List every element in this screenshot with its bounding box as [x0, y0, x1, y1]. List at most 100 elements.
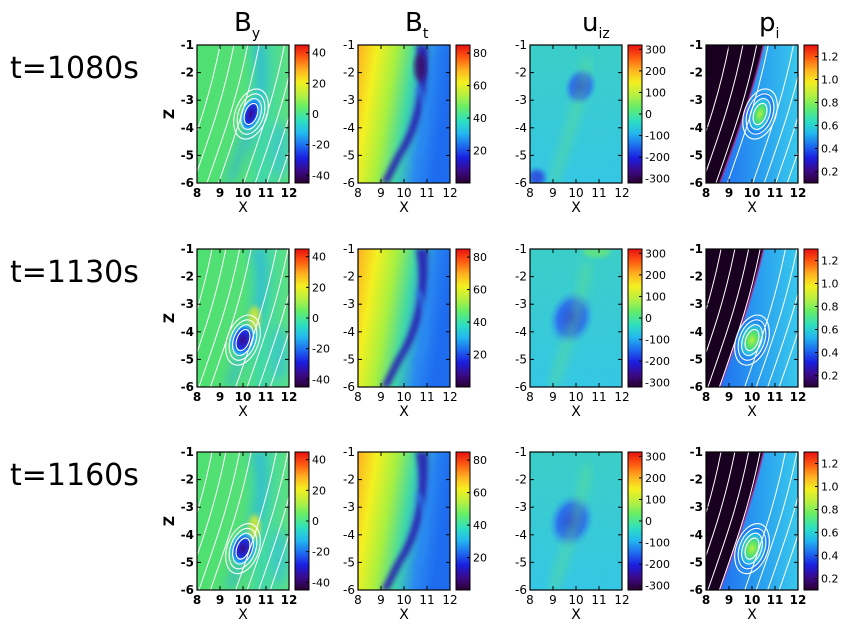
colorbar-tick-label: 40 [473, 519, 487, 532]
panel-axes: 8 9 10 11 12 X -1 -2 -3 -4 -5 -6 [343, 38, 458, 216]
panel-pi-row-3: 8 9 10 11 12 X -1 -2 -3 -4 -5 -6 1.2 1.0 0.8 0.6 0.4 0.2 [690, 445, 839, 623]
z-tick-label: -4 [515, 325, 527, 339]
colorbar-tick-label: 60 [473, 80, 487, 93]
panel-axes: 8 9 10 11 12 X -1 -2 -3 -4 -5 -6 [690, 242, 807, 420]
z-tick-label: -5 [181, 148, 194, 162]
x-axis-label: X [399, 607, 409, 623]
panel-axes: 8 9 10 11 12 X -1 -2 -3 -4 -5 -6 [515, 242, 630, 420]
x-tick-label: 9 [216, 593, 224, 607]
field-map [197, 249, 289, 387]
colorbar-tick-label: 20 [473, 552, 487, 565]
colorbar-tick-label: 200 [645, 65, 666, 78]
x-tick-label: 9 [725, 186, 733, 200]
colorbar-tick-label: 1.2 [821, 51, 839, 64]
z-tick-label: -3 [343, 500, 355, 514]
x-tick-label: 8 [702, 186, 710, 200]
x-tick-label: 8 [193, 390, 201, 404]
panel-by-row-3: 8 9 10 11 12 X -1 -2 -3 -4 -5 -6 Z 40 20 0 -20 -40 [162, 445, 330, 623]
z-tick-label: -1 [690, 38, 703, 52]
x-tick-label: 9 [377, 390, 385, 404]
z-tick-label: -1 [181, 38, 194, 52]
z-tick-label: -5 [343, 148, 355, 162]
colorbar-scale [455, 248, 471, 388]
field-map [358, 452, 450, 590]
column-header-sub: i [776, 26, 780, 42]
z-tick-label: -5 [690, 352, 703, 366]
x-tick-label: 9 [549, 186, 557, 200]
x-tick-label: 10 [744, 390, 761, 404]
column-header-base: B [405, 8, 423, 38]
x-tick-label: 9 [216, 186, 224, 200]
column-header-base: u [582, 8, 598, 38]
colorbar-tick-label: -20 [312, 546, 330, 559]
x-tick-label: 10 [568, 390, 583, 404]
z-tick-label: -5 [343, 555, 355, 569]
z-tick-label: -4 [690, 528, 703, 542]
z-tick-label: -2 [181, 473, 194, 487]
field-map [358, 45, 450, 183]
colorbar-tick-label: -200 [645, 558, 670, 571]
colorbar-tick-label: -40 [312, 576, 330, 589]
colorbar-tick-label: -20 [312, 343, 330, 356]
panel-pi-row-1: 8 9 10 11 12 X -1 -2 -3 -4 -5 -6 1.2 1.0 0.8 0.6 0.4 0.2 [690, 38, 839, 216]
colorbar-tick-label: 40 [312, 251, 326, 264]
row-label: t=1160s [10, 458, 139, 493]
field-map [530, 452, 622, 590]
z-tick-label: -3 [690, 297, 703, 311]
column-header: Bt [405, 8, 429, 42]
x-tick-label: 9 [549, 593, 557, 607]
x-tick-label: 12 [614, 593, 629, 607]
colorbar: 1.2 1.0 0.8 0.6 0.4 0.2 [803, 44, 839, 184]
x-tick-label: 12 [281, 390, 298, 404]
z-tick-label: -1 [343, 445, 355, 459]
colorbar-tick-label: 1.2 [821, 255, 839, 268]
panel-uiz-row-2: 8 9 10 11 12 X -1 -2 -3 -4 -5 -6 300 200 100 0 -100 -200 -… [515, 242, 670, 420]
x-tick-label: 8 [354, 593, 362, 607]
x-tick-label: 12 [442, 593, 457, 607]
column-header: By [234, 8, 260, 42]
field-map [706, 45, 798, 183]
colorbar-tick-label: -200 [645, 355, 670, 368]
z-tick-label: -3 [343, 93, 355, 107]
row-labels: t=1080s t=1130s t=1160s [10, 51, 139, 493]
colorbar-tick-label: 0 [645, 108, 652, 121]
z-axis-label: Z [162, 516, 178, 526]
colorbar-tick-label: 60 [473, 284, 487, 297]
x-tick-label: 12 [790, 390, 807, 404]
z-tick-label: -4 [515, 528, 527, 542]
colorbar-tick-label: 0.2 [821, 370, 839, 383]
z-tick-label: -6 [343, 380, 355, 394]
x-tick-label: 12 [442, 186, 457, 200]
panel-axes: 8 9 10 11 12 X -1 -2 -3 -4 -5 -6 Z [162, 38, 297, 216]
x-tick-label: 8 [526, 593, 534, 607]
z-tick-label: -1 [515, 445, 527, 459]
panel-axes: 8 9 10 11 12 X -1 -2 -3 -4 -5 -6 [343, 445, 458, 623]
x-tick-label: 11 [767, 390, 784, 404]
panel-axes: 8 9 10 11 12 X -1 -2 -3 -4 -5 -6 Z [162, 242, 297, 420]
panel-axes: 8 9 10 11 12 X -1 -2 -3 -4 -5 -6 Z [162, 445, 297, 623]
colorbar-tick-label: 0.4 [821, 347, 839, 360]
colorbar-tick-label: 0.6 [821, 324, 839, 337]
z-tick-label: -5 [181, 555, 194, 569]
x-tick-label: 11 [767, 593, 784, 607]
z-tick-label: -2 [515, 66, 527, 80]
colorbar-tick-label: 40 [312, 47, 326, 60]
colorbar-scale [455, 44, 471, 184]
row-label: t=1130s [10, 255, 139, 290]
x-tick-label: 12 [614, 186, 629, 200]
z-tick-label: -3 [343, 297, 355, 311]
x-axis-label: X [747, 404, 757, 420]
panel-axes: 8 9 10 11 12 X -1 -2 -3 -4 -5 -6 [690, 445, 807, 623]
colorbar: 40 20 0 -20 -40 [294, 44, 330, 184]
colorbar-tick-label: 0 [312, 515, 319, 528]
colorbar: 80 60 40 20 [455, 248, 487, 388]
column-header: pi [759, 8, 779, 42]
colorbar: 40 20 0 -20 -40 [294, 451, 330, 591]
panel-uiz-row-1: 8 9 10 11 12 X -1 -2 -3 -4 -5 -6 300 200 100 0 -100 -200 -… [515, 38, 670, 216]
x-tick-label: 12 [442, 390, 457, 404]
field-map [706, 249, 798, 387]
z-tick-label: -6 [343, 176, 355, 190]
colorbar-tick-label: 0.2 [821, 573, 839, 586]
